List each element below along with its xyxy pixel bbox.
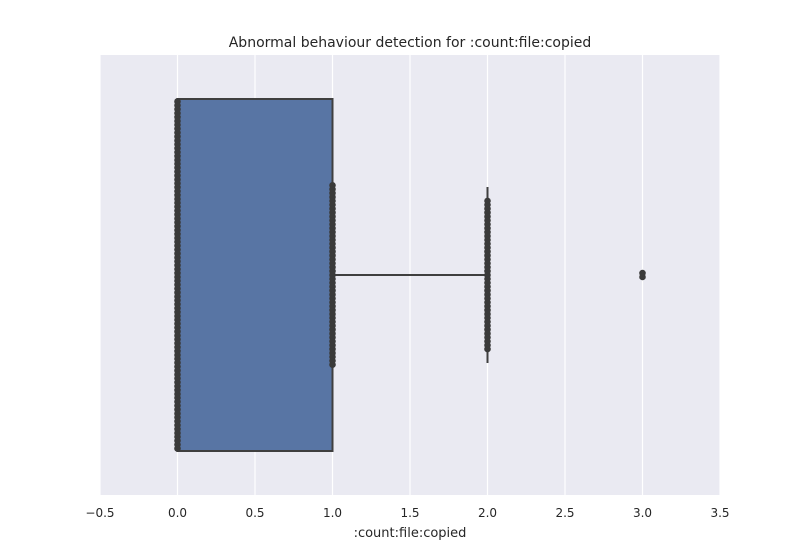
swarm-point <box>484 345 491 353</box>
swarm-point <box>329 361 336 369</box>
x-axis-label: :count:file:copied <box>354 526 467 541</box>
x-tick-label: 2.0 <box>478 506 497 520</box>
x-tick-label: 3.5 <box>710 506 729 520</box>
x-tick-label: 0.0 <box>168 506 187 520</box>
chart-title: Abnormal behaviour detection for :count:… <box>229 35 592 51</box>
box-iqr <box>176 98 334 452</box>
x-tick-label: 3.0 <box>633 506 652 520</box>
swarm-point <box>639 273 646 281</box>
x-tick-label: −0.5 <box>85 506 114 520</box>
x-tick-label: 0.5 <box>245 506 264 520</box>
x-tick-label: 1.0 <box>323 506 342 520</box>
swarm-point <box>174 445 181 452</box>
x-tick-label: 1.5 <box>400 506 419 520</box>
x-axis-ticks: −0.5 0.0 0.5 1.0 1.5 2.0 2.5 3.0 3.5 <box>85 506 729 520</box>
x-tick-label: 2.5 <box>555 506 574 520</box>
swarm-points <box>174 98 646 452</box>
